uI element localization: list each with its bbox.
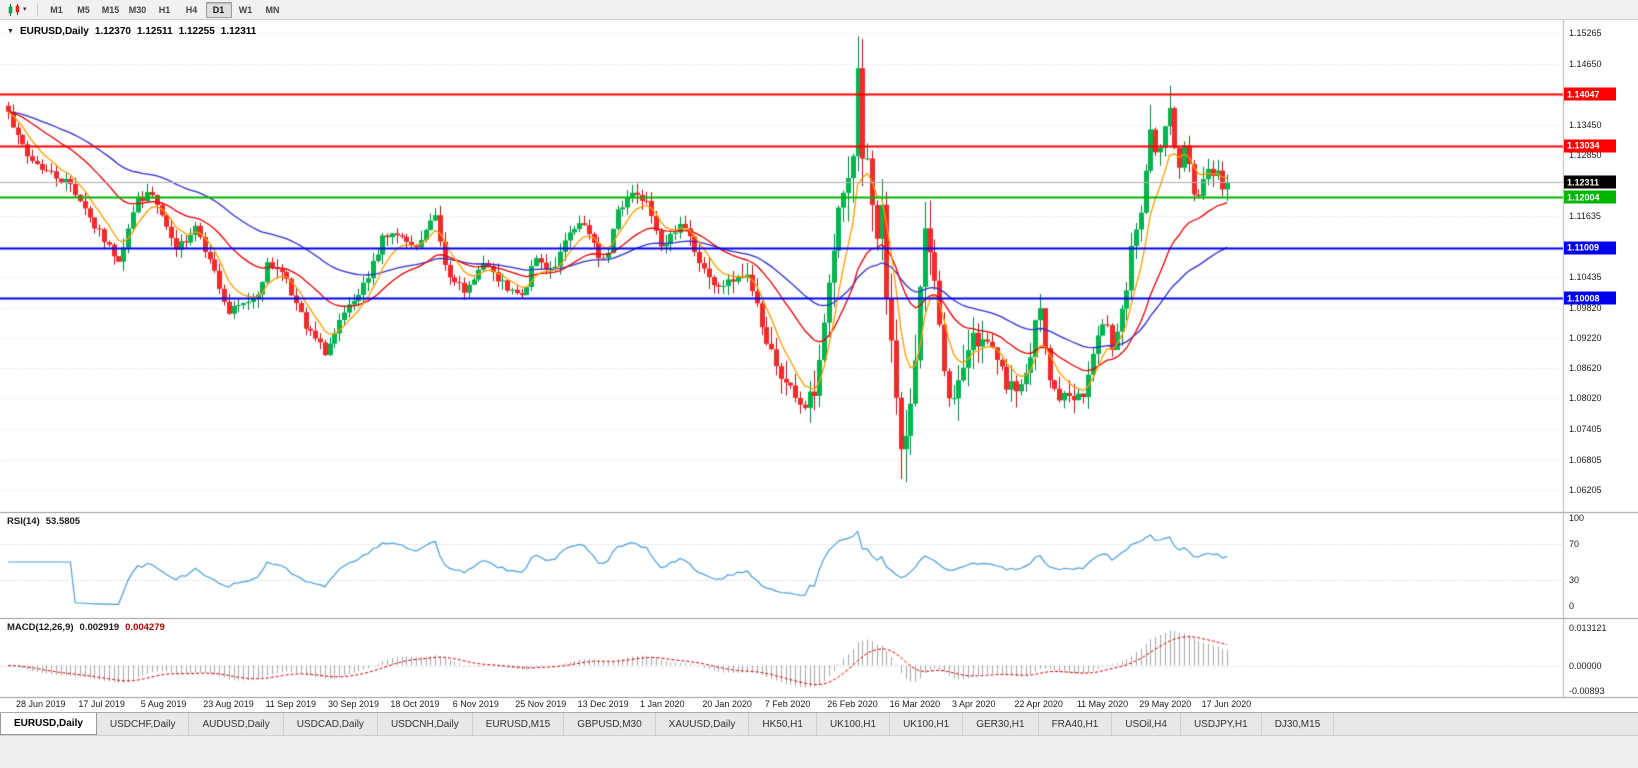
date-axis-label: 5 Aug 2019 (140, 699, 187, 709)
rsi-name: RSI(14) (7, 516, 40, 527)
date-axis-label: 6 Nov 2019 (452, 699, 499, 709)
date-axis-label: 25 Nov 2019 (515, 699, 567, 709)
chart-tabs: EURUSD,Daily USDCHF,Daily AUDUSD,Daily USDC… (0, 712, 1638, 735)
price-axis-label: 1.06205 (1569, 485, 1602, 495)
price-axis-label: 1.10435 (1569, 271, 1602, 282)
ohlc-close: 1.12311 (220, 26, 257, 37)
date-axis-label: 18 Oct 2019 (390, 699, 440, 709)
rsi-label: RSI(14) 53.5805 (7, 516, 80, 527)
chart-tab-15-dj30-m15[interactable]: DJ30,M15 (1262, 713, 1335, 735)
macd-value-signal: 0.004279 (125, 622, 165, 633)
price-axis-label: 1.11635 (1569, 211, 1601, 222)
rsi-axis-label: 70 (1569, 539, 1580, 550)
price-line-label-1-14047: 1.14047 (1564, 87, 1616, 101)
date-axis-label: 17 Jul 2019 (78, 699, 125, 709)
chart-area: ▼ EURUSD,Daily 1.12370 1.12511 1.12255 1… (0, 20, 1638, 712)
price-axis-label: 1.06805 (1569, 454, 1602, 465)
date-axis-label: 23 Aug 2019 (203, 699, 254, 709)
date-axis-label: 29 May 2020 (1139, 699, 1192, 709)
chart-tab-11-ger30-h1[interactable]: GER30,H1 (963, 713, 1039, 735)
macd-axis-label: 0.00000 (1569, 660, 1602, 671)
macd-name: MACD(12,26,9) (7, 622, 74, 633)
date-axis-label: 16 Mar 2020 (889, 699, 941, 709)
price-axis-label: 1.13450 (1569, 119, 1602, 130)
date-axis-label: 11 Sep 2019 (265, 699, 316, 709)
chart-tab-6-gbpusd-m30[interactable]: GBPUSD,M30 (564, 713, 656, 735)
date-axis-label: 11 May 2020 (1076, 699, 1129, 709)
macd-axis-label: 0.013121 (1569, 623, 1607, 633)
timeframe-button-h4[interactable]: H4 (179, 2, 205, 18)
chart-tab-4-usdcnh-daily[interactable]: USDCNH,Daily (378, 713, 473, 735)
macd-value-main: 0.002919 (79, 622, 120, 633)
rsi-axis-label: 100 (1569, 513, 1585, 523)
timeframe-button-m15[interactable]: M15 (98, 2, 124, 18)
price-axis-label: 1.12850 (1569, 149, 1602, 160)
price-axis-label: 1.08020 (1569, 393, 1602, 404)
chart-tab-0-eurusd-daily[interactable]: EURUSD,Daily (0, 713, 97, 735)
price-axis-label: 1.07405 (1569, 424, 1602, 435)
macd-axis-label: -0.00893 (1569, 686, 1605, 696)
rsi-value: 53.5805 (45, 516, 81, 527)
price-axis-label: 1.14650 (1569, 59, 1602, 70)
chevron-down-icon: ▾ (23, 5, 27, 13)
date-axis-label: 7 Feb 2020 (764, 699, 811, 709)
ohlc-high: 1.12511 (137, 26, 173, 37)
chart-tab-13-usoil-h4[interactable]: USOil,H4 (1112, 713, 1181, 735)
chart-tab-1-usdchf-daily[interactable]: USDCHF,Daily (97, 713, 190, 735)
status-bar (0, 735, 1638, 768)
chart-tab-8-hk50-h1[interactable]: HK50,H1 (749, 713, 817, 735)
date-axis-label: 30 Sep 2019 (328, 699, 380, 709)
date-axis-label: 1 Jan 2020 (640, 699, 685, 709)
price-axis-label: 1.08620 (1569, 363, 1602, 374)
timeframe-toolbar: ▾ M1 M5 M15 M30 H1 H4 D1 W1 MN (0, 0, 1638, 20)
date-axis-label: 3 Apr 2020 (952, 699, 996, 709)
chart-tab-9-uk100-h1[interactable]: UK100,H1 (817, 713, 891, 735)
price-chart-canvas[interactable] (0, 20, 1638, 712)
price-axis-label: 1.09820 (1569, 302, 1602, 313)
triangle-down-icon: ▼ (7, 27, 14, 35)
timeframe-button-m30[interactable]: M30 (125, 2, 151, 18)
timeframe-button-mn[interactable]: MN (260, 2, 286, 18)
rsi-axis-label: 30 (1569, 574, 1580, 585)
timeframe-buttons: M1 M5 M15 M30 H1 H4 D1 W1 MN (44, 1, 286, 18)
date-axis-label: 26 Feb 2020 (827, 699, 878, 709)
chart-tab-5-eurusd-m15[interactable]: EURUSD,M15 (473, 713, 565, 735)
chart-symbol: EURUSD,Daily (19, 26, 89, 37)
timeframe-button-m5[interactable]: M5 (71, 2, 97, 18)
candlestick-chart-icon (8, 3, 20, 16)
timeframe-button-h1[interactable]: H1 (152, 2, 178, 18)
date-axis-label: 13 Dec 2019 (577, 699, 629, 709)
chart-tab-2-audusd-daily[interactable]: AUDUSD,Daily (189, 713, 284, 735)
chart-type-button[interactable]: ▾ (4, 2, 31, 18)
date-axis-label: 22 Apr 2020 (1014, 699, 1063, 709)
chart-tab-7-xauusd-daily[interactable]: XAUUSD,Daily (656, 713, 750, 735)
ohlc-open: 1.12370 (94, 26, 131, 37)
timeframe-button-d1[interactable]: D1 (205, 1, 232, 18)
date-axis-label: 28 Jun 2019 (16, 699, 66, 709)
timeframe-button-m1[interactable]: M1 (44, 2, 70, 18)
price-line-label-1-11009: 1.11009 (1564, 241, 1616, 255)
chart-title: ▼ EURUSD,Daily 1.12370 1.12511 1.12255 1… (7, 26, 256, 37)
date-axis-label: 20 Jan 2020 (702, 699, 752, 709)
chart-tab-14-usdjpy-h1[interactable]: USDJPY,H1 (1181, 713, 1262, 735)
toolbar-separator (36, 2, 38, 17)
price-line-label-1-12311: 1.12311 (1564, 175, 1616, 189)
price-line-label-1-13034: 1.13034 (1564, 139, 1616, 153)
chart-tab-10-uk100-h1[interactable]: UK100,H1 (890, 713, 964, 735)
price-line-label-1-10008: 1.10008 (1564, 291, 1616, 305)
rsi-axis-label: 0 (1569, 601, 1575, 611)
price-axis-label: 1.15265 (1569, 28, 1602, 38)
date-axis-label: 17 Jun 2020 (1201, 699, 1252, 709)
price-axis-label: 1.09220 (1569, 332, 1602, 343)
macd-label: MACD(12,26,9) 0.002919 0.004279 (7, 622, 165, 633)
price-line-label-1-12004: 1.12004 (1564, 190, 1616, 204)
chart-tab-3-usdcad-daily[interactable]: USDCAD,Daily (284, 713, 378, 735)
ohlc-low: 1.12255 (178, 26, 215, 37)
timeframe-button-w1[interactable]: W1 (233, 2, 259, 18)
chart-tab-12-fra40-h1[interactable]: FRA40,H1 (1039, 713, 1113, 735)
